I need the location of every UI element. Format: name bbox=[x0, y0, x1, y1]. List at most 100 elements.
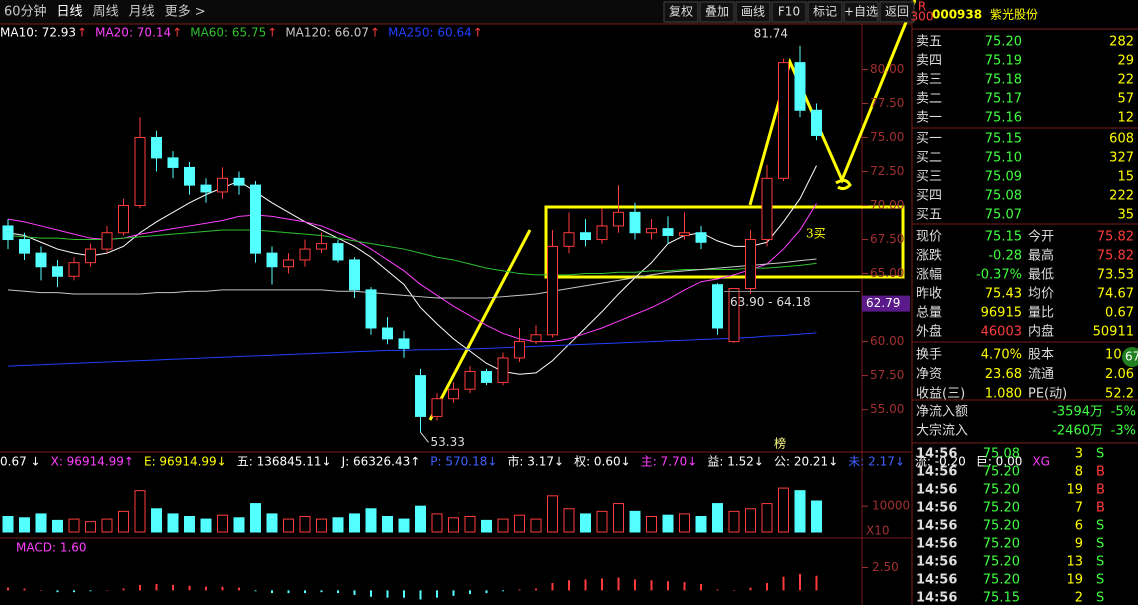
candle-body bbox=[184, 166, 195, 186]
volume-bar bbox=[679, 513, 690, 533]
volume-bar bbox=[233, 517, 245, 533]
macd-bar bbox=[601, 578, 603, 591]
book-label: 卖三 bbox=[916, 73, 942, 88]
book-volume: 15 bbox=[1117, 170, 1134, 185]
candle-body bbox=[398, 338, 410, 349]
y-tick-label: 70.00 bbox=[870, 198, 904, 212]
ma-legend: MA20: 70.14 bbox=[95, 26, 171, 40]
y-tick-label: 57.50 bbox=[870, 368, 904, 382]
candle-body bbox=[448, 388, 459, 400]
book-label: 卖二 bbox=[916, 92, 942, 107]
candle-body bbox=[596, 225, 608, 241]
macd-bar bbox=[617, 577, 620, 591]
macd-bar bbox=[271, 590, 273, 594]
macd-bar bbox=[56, 590, 59, 593]
stat-value: 75.15 bbox=[985, 230, 1022, 245]
stat-value: 73.53 bbox=[1097, 268, 1134, 283]
toolbar-button-label[interactable]: 叠加 bbox=[705, 5, 729, 19]
toolbar-button[interactable] bbox=[879, 1, 915, 23]
volume-bar bbox=[596, 510, 608, 533]
y-tick-label: 75.00 bbox=[870, 130, 904, 144]
trade-volume: 3 bbox=[1075, 447, 1083, 462]
toolbar-button[interactable] bbox=[735, 1, 771, 23]
ma-line bbox=[7, 203, 817, 343]
macd-bar bbox=[287, 590, 290, 594]
toolbar-button-label[interactable]: 返回 bbox=[885, 5, 909, 19]
stat-label: PE(动) bbox=[1028, 387, 1067, 402]
volume-bar bbox=[415, 505, 426, 533]
volume-bar bbox=[382, 516, 393, 533]
stat-value: 50911 bbox=[1093, 325, 1134, 340]
volume-bar bbox=[530, 518, 542, 533]
toolbar-button-label[interactable]: 画线 bbox=[741, 5, 765, 19]
gap-label: 63.90 - 64.18 bbox=[730, 295, 811, 309]
macd-tick-label: 2.50 bbox=[872, 560, 899, 574]
volume-bar bbox=[35, 513, 47, 533]
toolbar-button-label[interactable]: F10 bbox=[778, 5, 800, 19]
trade-volume: 9 bbox=[1075, 537, 1083, 552]
macd-bar bbox=[452, 590, 455, 596]
toolbar-button[interactable] bbox=[699, 1, 735, 23]
candle-body bbox=[35, 252, 47, 268]
ma-trend: ↑ bbox=[370, 26, 380, 40]
ma-line bbox=[7, 332, 817, 367]
candle-body bbox=[662, 228, 674, 236]
macd-bar bbox=[23, 588, 26, 591]
book-label: 卖五 bbox=[916, 35, 942, 50]
low-pointer bbox=[420, 432, 429, 443]
volume-bar bbox=[646, 516, 657, 533]
toolbar-button[interactable] bbox=[843, 1, 879, 23]
volume-bar bbox=[52, 519, 63, 533]
stat-value: 0.67 bbox=[1105, 306, 1134, 321]
macd-bar bbox=[73, 590, 75, 593]
candle-body bbox=[646, 228, 657, 234]
volume-tick-label: 10000 bbox=[872, 499, 910, 513]
volume-bar bbox=[167, 513, 179, 533]
trade-price: 75.20 bbox=[983, 465, 1020, 480]
candle-body bbox=[794, 62, 806, 111]
trade-volume: 19 bbox=[1066, 573, 1083, 588]
toolbar-button-label[interactable]: 复权 bbox=[669, 5, 693, 19]
period-tab[interactable]: 更多 > bbox=[165, 4, 206, 20]
flow-value: -3594万 bbox=[1052, 405, 1103, 420]
flow-pct: -5% bbox=[1111, 405, 1136, 420]
volume-bar bbox=[761, 503, 773, 533]
volume-bar bbox=[811, 500, 822, 533]
price-tag-bg bbox=[862, 295, 910, 312]
toolbar-button[interactable] bbox=[771, 1, 807, 23]
macd-bar bbox=[89, 590, 92, 592]
stat-value: 2.06 bbox=[1105, 367, 1134, 382]
period-tab[interactable]: 日线 bbox=[57, 5, 83, 20]
macd-bar bbox=[238, 587, 240, 591]
trade-price: 75.20 bbox=[983, 573, 1020, 588]
stat-value: 96915 bbox=[981, 306, 1022, 321]
trade-time: 14:56 bbox=[916, 465, 957, 480]
candle-body bbox=[85, 248, 96, 264]
trade-time: 14:56 bbox=[916, 501, 957, 516]
indicator: E: 96914.99↓ bbox=[144, 455, 227, 469]
macd-bar bbox=[667, 581, 669, 591]
toolbar-button-label[interactable]: +自选 bbox=[844, 5, 878, 19]
volume-bar bbox=[217, 514, 228, 533]
trade-side: S bbox=[1096, 447, 1104, 462]
book-volume: 327 bbox=[1109, 151, 1134, 166]
stat-label: 收益(三) bbox=[916, 387, 965, 402]
period-tab[interactable]: 60分钟 bbox=[4, 4, 47, 20]
volume-bar bbox=[778, 487, 789, 533]
candle-body bbox=[745, 239, 756, 290]
ma-line bbox=[7, 229, 817, 276]
indicator: X: 96914.99↑ bbox=[51, 455, 134, 469]
volume-bar bbox=[712, 503, 723, 533]
period-tab[interactable]: 月线 bbox=[129, 5, 155, 20]
toolbar-button-label[interactable]: 标记 bbox=[813, 5, 837, 19]
period-tab[interactable]: 周线 bbox=[93, 5, 119, 20]
stock-code: 000938 bbox=[932, 8, 982, 22]
volume-unit: X10 bbox=[866, 524, 890, 538]
toolbar-button[interactable] bbox=[663, 1, 699, 23]
volume-bar bbox=[134, 490, 146, 533]
book-price: 75.10 bbox=[985, 151, 1022, 166]
trade-volume: 7 bbox=[1075, 501, 1083, 516]
toolbar-button[interactable] bbox=[807, 1, 843, 23]
circle-badge-label: 67 bbox=[1125, 350, 1138, 364]
